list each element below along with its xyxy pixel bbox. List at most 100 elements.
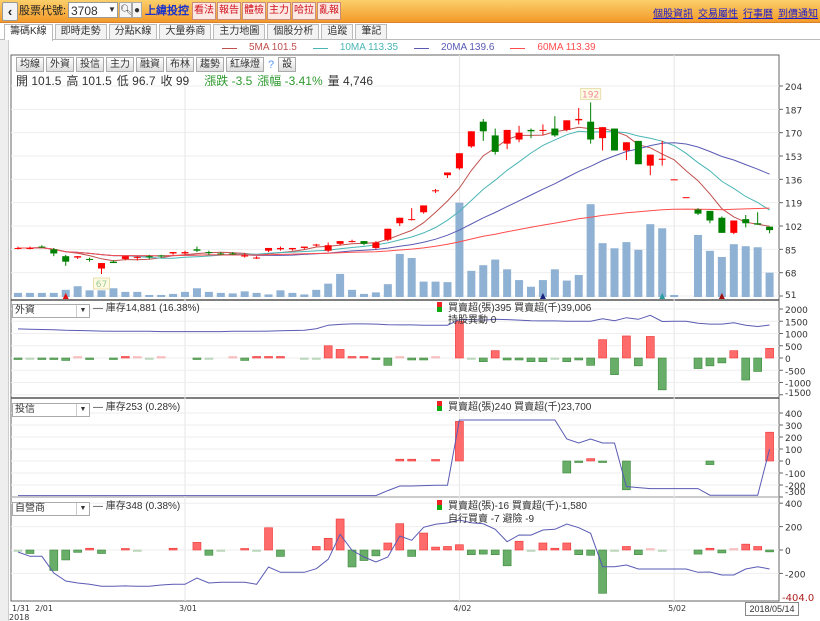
- candle-body: [742, 219, 750, 224]
- foreign-net-bar: [634, 357, 643, 367]
- volume-bar: [228, 293, 237, 297]
- volume-bar: [586, 204, 595, 297]
- rumor-button[interactable]: 亂報: [317, 2, 341, 20]
- volume-bar: [300, 294, 309, 297]
- candle-body: [98, 263, 106, 269]
- candle-body: [253, 257, 261, 259]
- ma-legend: 5MA 101.5 10MA 113.35 20MA 139.6 60MA 11…: [222, 42, 612, 54]
- candlestick: [133, 256, 141, 261]
- candlestick: [181, 250, 189, 255]
- foreign-net-bar: [467, 357, 476, 360]
- chevron-down-icon: ▼: [76, 305, 89, 317]
- tab-tracking[interactable]: 追蹤: [321, 24, 354, 39]
- dealer-net-bar: [634, 549, 643, 555]
- help-icon[interactable]: ?: [268, 58, 275, 71]
- candlestick: [515, 125, 523, 143]
- volume-bar: [288, 292, 297, 297]
- settings-button[interactable]: 設: [278, 57, 297, 72]
- foreign-button[interactable]: 外資: [46, 57, 74, 72]
- checkup-button[interactable]: 體檢: [242, 2, 266, 20]
- candle-body: [324, 245, 332, 251]
- trend-button[interactable]: 趨勢: [196, 57, 224, 72]
- dealer-net-bar: [443, 546, 452, 551]
- candle-body: [372, 242, 380, 248]
- link-calendar[interactable]: 行事曆: [743, 9, 773, 20]
- candlestick: [408, 208, 416, 221]
- trust-net-bar: [705, 460, 715, 465]
- candlestick: [479, 118, 487, 141]
- volume-bar: [85, 290, 94, 297]
- candlestick: [98, 263, 106, 275]
- opinion-button[interactable]: 看法: [192, 2, 216, 20]
- dealer-net-bar: [586, 549, 595, 556]
- left-scrollbar[interactable]: [0, 40, 9, 621]
- candle-body: [360, 241, 368, 244]
- foreign-net-bar: [574, 357, 584, 361]
- chevron-down-icon: ▼: [76, 404, 89, 416]
- tab-big-brokers[interactable]: 大量券商: [159, 24, 212, 39]
- trust-select[interactable]: 投信 ▼: [12, 403, 90, 417]
- traffic-light-button[interactable]: 紅綠燈: [226, 57, 264, 72]
- dealer-net-bar: [13, 549, 23, 552]
- buy-sell-icon: [437, 500, 442, 510]
- chevron-left-icon: ‹: [7, 4, 13, 19]
- tab-major-map[interactable]: 主力地圖: [213, 24, 266, 39]
- tab-stock-analysis[interactable]: 個股分析: [267, 24, 320, 39]
- tab-branch-kline[interactable]: 分點K線: [108, 24, 158, 39]
- margin-button[interactable]: 融資: [136, 57, 164, 72]
- volume-bar: [97, 290, 106, 297]
- dropdown-arrow-icon[interactable]: ▼: [108, 5, 116, 14]
- candlestick: [145, 254, 153, 259]
- candlestick: [229, 252, 237, 255]
- candlestick: [622, 142, 630, 161]
- chat-button[interactable]: 哈拉: [292, 2, 316, 20]
- foreign-net-bar: [395, 356, 405, 359]
- candlestick: [611, 128, 618, 151]
- bollinger-button[interactable]: 布林: [166, 57, 194, 72]
- candlestick: [443, 172, 451, 178]
- foreign-tick-label: -1500: [785, 389, 811, 399]
- tab-realtime[interactable]: 即時走勢: [54, 24, 107, 39]
- report-button[interactable]: 報告: [217, 2, 241, 20]
- more-button[interactable]: ●: [132, 2, 142, 18]
- candle-body: [38, 246, 46, 248]
- low-label-box: [93, 277, 111, 290]
- major-force-button[interactable]: 主力: [106, 57, 134, 72]
- candlestick: [300, 246, 308, 250]
- buy-sell-icon: [437, 302, 442, 312]
- volume-bar: [753, 247, 762, 297]
- dealer-holding-line: [17, 519, 770, 587]
- x-tick-label: 1/31: [12, 604, 30, 613]
- tab-notes[interactable]: 筆記: [355, 24, 388, 39]
- volume-bar: [455, 202, 464, 297]
- dealer-select[interactable]: 自營商 ▼: [12, 502, 90, 516]
- candlestick: [467, 131, 475, 148]
- tab-chip-kline[interactable]: 籌碼K線: [4, 24, 53, 41]
- link-trade-attributes[interactable]: 交易屬性: [698, 9, 738, 20]
- dealer-net-bar: [49, 549, 59, 571]
- foreign-net-bar: [359, 356, 369, 359]
- search-button[interactable]: 🔍︎: [119, 2, 132, 18]
- ma20-line: [18, 142, 770, 257]
- dealer-net-bar: [574, 549, 584, 555]
- stock-name-link[interactable]: 上緯投控: [145, 5, 189, 17]
- volume-bar: [431, 281, 440, 297]
- trust-button[interactable]: 投信: [76, 57, 104, 72]
- stock-code-input[interactable]: 3708: [68, 2, 118, 18]
- candlestick: [682, 197, 690, 199]
- dealer-net-bar: [467, 549, 476, 555]
- major-button[interactable]: 主力: [267, 2, 291, 20]
- dealer-min-label: -404.0: [782, 593, 814, 604]
- candle-body: [479, 121, 487, 132]
- foreign-select[interactable]: 外資 ▼: [12, 304, 90, 318]
- ma-button[interactable]: 均線: [16, 57, 44, 72]
- candle-body: [611, 128, 618, 151]
- candlestick: [766, 226, 774, 234]
- link-stock-info[interactable]: 個股資訊: [653, 9, 693, 20]
- back-button[interactable]: ‹: [2, 2, 18, 21]
- link-price-alert[interactable]: 到價通知: [778, 9, 818, 20]
- price-tick-label: 187: [785, 106, 802, 116]
- dealer-net-bar: [121, 548, 130, 551]
- dealer-net-bar: [97, 549, 106, 554]
